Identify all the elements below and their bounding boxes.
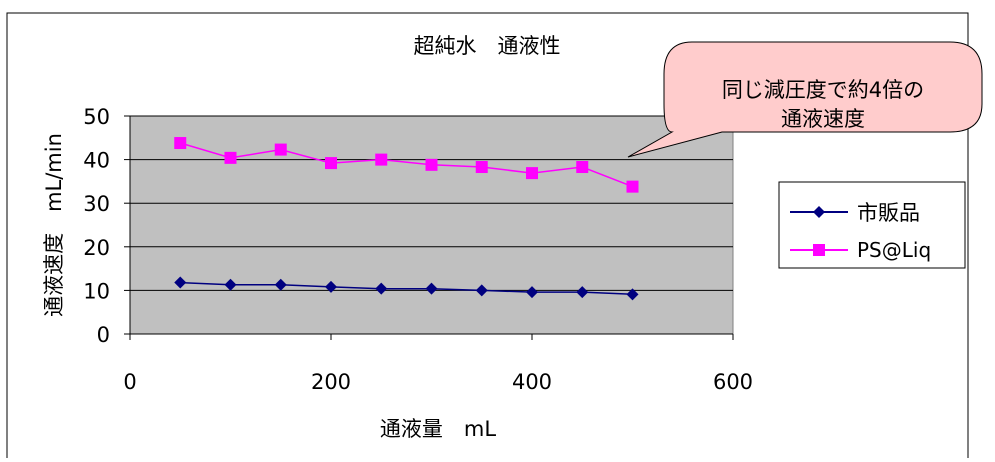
legend-box	[778, 181, 966, 269]
y-axis-title: 通液速度 mL/min	[42, 133, 66, 317]
y-tick-label-4: 40	[83, 149, 110, 173]
series-1-point-6	[475, 161, 488, 174]
series-1-point-7	[526, 167, 538, 180]
series-1-point-0	[174, 137, 187, 150]
series-1-point-3	[325, 157, 337, 170]
y-tick-label-0: 0	[97, 323, 110, 347]
series-1-point-9	[626, 180, 639, 193]
legend-marker-1	[813, 244, 825, 256]
series-line-1	[180, 142, 633, 188]
x-axis-title: 通液量 mL	[380, 417, 496, 441]
series-line-0	[180, 281, 633, 296]
series-0-point-1	[224, 278, 237, 291]
series-0-point-5	[425, 282, 438, 295]
x-tick-label-3: 600	[713, 370, 753, 394]
series-1-point-4	[375, 153, 388, 166]
series-0-point-6	[475, 284, 488, 297]
series-0-point-0	[174, 276, 187, 289]
y-tick-label-1: 10	[83, 279, 110, 303]
axes: 0 10 20 30 40 50 0 200 400 600	[83, 105, 753, 394]
chart-title: 超純水 通液性	[414, 34, 561, 58]
series-0-point-4	[375, 282, 388, 295]
legend-marker-0	[813, 206, 825, 218]
series-0-point-9	[626, 288, 639, 301]
series-0-point-7	[526, 286, 538, 299]
series-1-point-2	[274, 143, 287, 156]
legend-label-1: PS@Liq	[857, 238, 931, 262]
callout-line-2: 通液速度	[781, 107, 865, 131]
series-0-point-8	[576, 286, 589, 299]
x-tick-label-2: 400	[512, 370, 552, 394]
series-1-point-1	[224, 151, 237, 164]
callout-line-1: 同じ減圧度で約4倍の	[722, 78, 924, 102]
y-tick-label-5: 50	[83, 105, 110, 129]
series-1-point-8	[576, 161, 589, 174]
legend: 市販品 PS@Liq	[778, 181, 966, 269]
series-1-point-5	[425, 158, 438, 171]
x-tick-label-0: 0	[123, 370, 136, 394]
series-0-point-2	[274, 278, 287, 291]
series-layer	[174, 137, 639, 301]
callout-bubble	[627, 41, 983, 158]
x-tick-label-1: 200	[311, 370, 351, 394]
legend-label-0: 市販品	[857, 201, 920, 225]
y-tick-label-3: 30	[83, 192, 110, 216]
series-0-point-3	[325, 280, 337, 293]
callout-annotation: 同じ減圧度で約4倍の 通液速度	[627, 41, 983, 158]
y-tick-label-2: 20	[83, 236, 110, 260]
